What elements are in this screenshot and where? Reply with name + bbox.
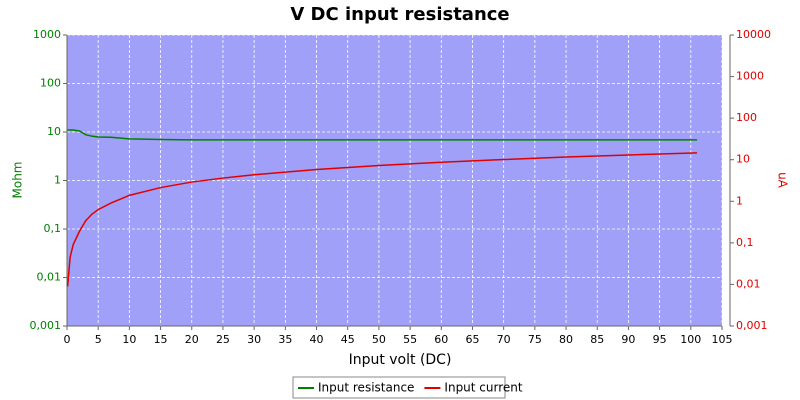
y2-tick-label: 1000 — [736, 70, 764, 83]
y2-tick-label: 0,001 — [736, 319, 768, 332]
series-line — [66, 152, 698, 287]
y2-tick-label: 0,1 — [736, 236, 754, 249]
x-tick-label: 75 — [528, 333, 542, 346]
legend-label: Input resistance — [318, 381, 414, 395]
chart-title: V DC input resistance — [290, 4, 509, 25]
x-tick-label: 0 — [64, 333, 71, 346]
y-tick-label: 1 — [54, 174, 61, 187]
x-tick-label: 105 — [712, 333, 733, 346]
x-tick-label: 55 — [403, 333, 417, 346]
y2-tick-label: 0,01 — [736, 277, 761, 290]
y2-tick-label: 10 — [736, 153, 750, 166]
y2-tick-label: 100 — [736, 111, 757, 124]
y-axis-label: Mohm — [11, 162, 25, 199]
y2-tick-label: 10000 — [736, 28, 771, 41]
x-tick-label: 25 — [216, 333, 230, 346]
x-tick-label: 40 — [310, 333, 324, 346]
x-tick-label: 5 — [95, 333, 102, 346]
x-tick-label: 50 — [372, 333, 386, 346]
y2-tick-label: 1 — [736, 194, 743, 207]
y-tick-label: 0,001 — [30, 319, 62, 332]
x-tick-label: 10 — [122, 333, 136, 346]
y-tick-label: 10 — [47, 125, 61, 138]
x-tick-label: 80 — [559, 333, 573, 346]
x-tick-label: 95 — [653, 333, 667, 346]
x-tick-label: 70 — [497, 333, 511, 346]
x-tick-label: 60 — [434, 333, 448, 346]
x-tick-label: 90 — [621, 333, 635, 346]
x-tick-label: 15 — [154, 333, 168, 346]
x-tick-label: 20 — [185, 333, 199, 346]
y-tick-label: 100 — [40, 77, 61, 90]
series-line — [67, 129, 698, 141]
x-axis-label: Input volt (DC) — [349, 352, 452, 368]
x-tick-label: 100 — [680, 333, 701, 346]
x-tick-label: 35 — [278, 333, 292, 346]
x-tick-label: 30 — [247, 333, 261, 346]
x-tick-label: 45 — [341, 333, 355, 346]
y-tick-label: 0,1 — [44, 222, 62, 235]
y2-axis-label: uA — [776, 172, 790, 189]
legend-box — [292, 376, 506, 399]
y-tick-label: 0,01 — [37, 271, 62, 284]
x-tick-label: 85 — [590, 333, 604, 346]
legend-label: Input current — [444, 381, 522, 395]
y-tick-label: 1000 — [33, 28, 61, 41]
x-tick-label: 65 — [465, 333, 479, 346]
